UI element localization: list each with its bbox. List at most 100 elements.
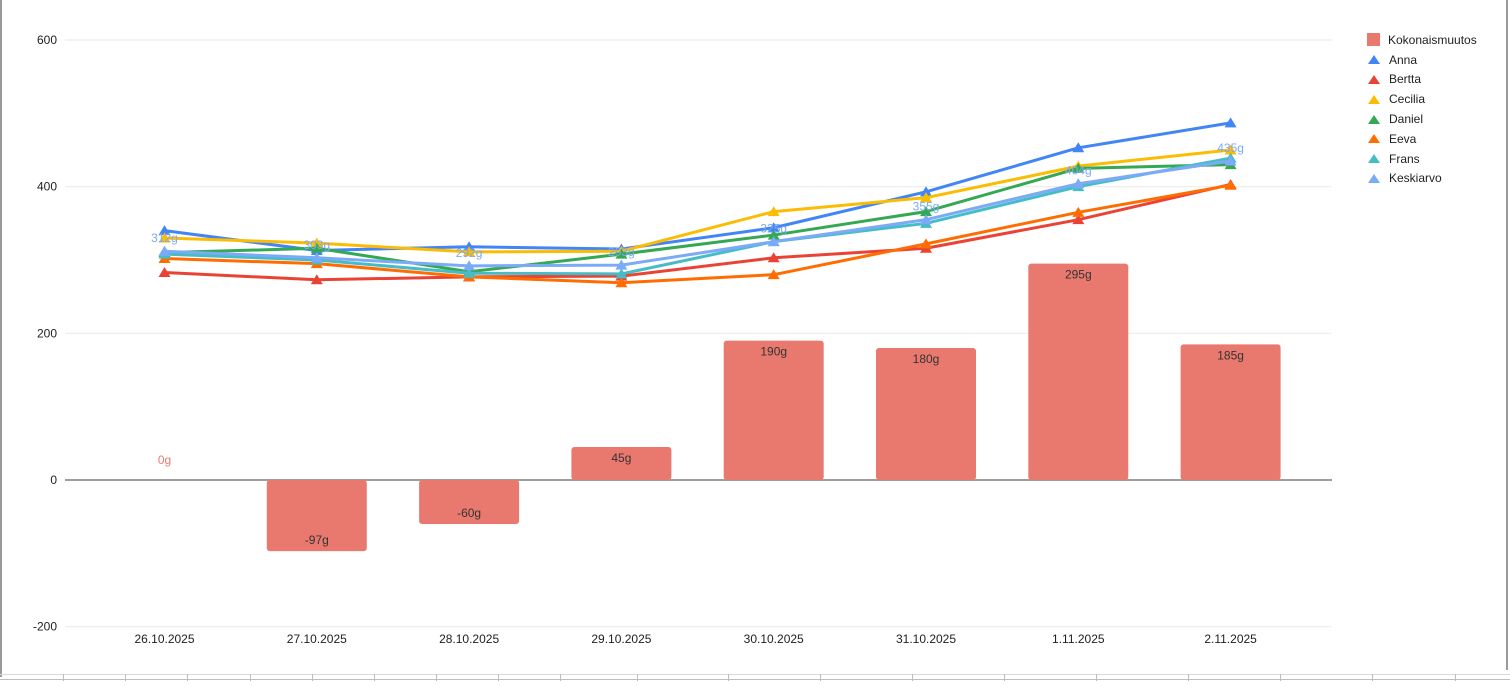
y-axis-tick-label: 600 (37, 33, 57, 47)
bar-kokonaismuutos[interactable] (723, 340, 824, 480)
sheet-column-border (312, 674, 313, 681)
point-keskiarvo[interactable] (158, 245, 171, 256)
y-axis-tick-label: 400 (37, 180, 57, 194)
sheet-column-border (637, 674, 638, 681)
legend-item-eeva[interactable]: Eeva (1367, 129, 1477, 149)
point-daniel[interactable] (310, 242, 323, 253)
legend-triangle-icon (1368, 134, 1380, 144)
line-series-frans[interactable] (164, 156, 1231, 276)
line-series-eeva[interactable] (164, 183, 1231, 285)
point-cecilia[interactable] (1224, 144, 1237, 155)
bar-data-label: -97g (305, 533, 329, 547)
point-eeva[interactable] (767, 269, 780, 280)
point-bertta[interactable] (158, 266, 171, 277)
legend-label: Cecilia (1389, 92, 1426, 107)
legend-item-cecilia[interactable]: Cecilia (1367, 89, 1477, 109)
point-anna[interactable] (920, 186, 932, 197)
point-cecilia[interactable] (767, 206, 780, 217)
x-axis-tick-label: 27.10.2025 (287, 632, 347, 646)
line-data-label: 325g (760, 222, 787, 236)
legend-triangle-icon (1368, 154, 1380, 164)
legend-item-anna[interactable]: Anna (1367, 50, 1477, 70)
sheet-column-border (912, 674, 913, 681)
point-frans[interactable] (615, 268, 628, 279)
bar-kokonaismuutos[interactable] (1180, 344, 1281, 480)
sheet-row-border-bottom (0, 679, 1510, 680)
y-axis-tick-label: 0 (50, 473, 57, 487)
bar-data-label: 185g (1217, 348, 1244, 362)
line-series-keskiarvo[interactable] (164, 159, 1231, 268)
point-anna[interactable] (158, 225, 171, 236)
point-anna[interactable] (463, 241, 476, 252)
point-daniel[interactable] (920, 206, 932, 217)
point-keskiarvo[interactable] (615, 259, 628, 270)
point-cecilia[interactable] (463, 246, 476, 257)
legend-item-frans[interactable]: Frans (1367, 149, 1477, 169)
sheet-column-border (250, 674, 251, 681)
point-anna[interactable] (1224, 117, 1237, 128)
legend-label: Kokonaismuutos (1388, 32, 1477, 47)
sheet-column-border (1280, 674, 1281, 681)
point-daniel[interactable] (767, 229, 780, 240)
legend-item-kokonaismuutos[interactable]: Kokonaismuutos (1367, 30, 1477, 50)
sheet-column-border (374, 674, 375, 681)
point-anna[interactable] (1072, 142, 1085, 153)
bar-kokonaismuutos[interactable] (876, 348, 976, 480)
sheet-column-border (1372, 674, 1373, 681)
point-keskiarvo[interactable] (463, 260, 476, 271)
point-daniel[interactable] (615, 248, 628, 259)
bar-kokonaismuutos[interactable] (571, 447, 672, 480)
point-frans[interactable] (463, 267, 476, 278)
line-series-daniel[interactable] (164, 163, 1231, 274)
point-eeva[interactable] (615, 277, 628, 288)
point-bertta[interactable] (1072, 214, 1085, 225)
point-eeva[interactable] (920, 238, 932, 249)
point-keskiarvo[interactable] (310, 252, 323, 263)
point-eeva[interactable] (1072, 206, 1085, 217)
sheet-column-border (1004, 674, 1005, 681)
line-series-anna[interactable] (164, 121, 1231, 252)
point-bertta[interactable] (767, 252, 780, 263)
line-series-bertta[interactable] (164, 183, 1231, 282)
sheet-column-border (1096, 674, 1097, 681)
bar-kokonaismuutos[interactable] (419, 480, 520, 524)
point-cecilia[interactable] (310, 237, 323, 248)
chart-border-left (0, 0, 2, 677)
point-bertta[interactable] (310, 274, 323, 285)
bar-data-label: -60g (457, 506, 481, 520)
point-cecilia[interactable] (158, 232, 171, 243)
point-keskiarvo[interactable] (1072, 178, 1085, 189)
sheet-column-border (498, 674, 499, 681)
y-axis-tick-label: -200 (33, 620, 57, 634)
line-data-label: 355g (913, 200, 940, 214)
legend-triangle-icon (1368, 173, 1380, 183)
chart-border-right (1506, 0, 1508, 670)
legend-label: Anna (1389, 52, 1418, 67)
legend-item-keskiarvo[interactable]: Keskiarvo (1367, 169, 1477, 189)
point-eeva[interactable] (1224, 179, 1237, 190)
bar-kokonaismuutos[interactable] (1028, 263, 1129, 480)
point-anna[interactable] (767, 222, 780, 233)
x-axis-tick-label: 26.10.2025 (134, 632, 194, 646)
sheet-column-border (728, 674, 729, 681)
point-keskiarvo[interactable] (920, 214, 932, 225)
point-keskiarvo[interactable] (1224, 155, 1237, 166)
x-axis-tick-label: 30.10.2025 (744, 632, 804, 646)
legend-item-daniel[interactable]: Daniel (1367, 109, 1477, 129)
x-axis-tick-label: 2.11.2025 (1204, 632, 1257, 646)
point-daniel[interactable] (1072, 162, 1085, 173)
legend-label: Frans (1389, 151, 1420, 166)
bar-data-label: 180g (913, 352, 940, 366)
point-cecilia[interactable] (920, 192, 932, 203)
chart-legend: Kokonaismuutos Anna Bertta Cecilia Daniel Eev… (1367, 30, 1477, 188)
bar-kokonaismuutos[interactable] (266, 480, 367, 552)
legend-triangle-icon (1368, 74, 1380, 84)
legend-item-bertta[interactable]: Bertta (1367, 70, 1477, 90)
line-data-label: 293g (608, 245, 635, 259)
sheet-column-border (820, 674, 821, 681)
line-series-cecilia[interactable] (164, 148, 1231, 254)
point-keskiarvo[interactable] (767, 236, 780, 247)
line-data-label: 435g (1217, 141, 1244, 155)
